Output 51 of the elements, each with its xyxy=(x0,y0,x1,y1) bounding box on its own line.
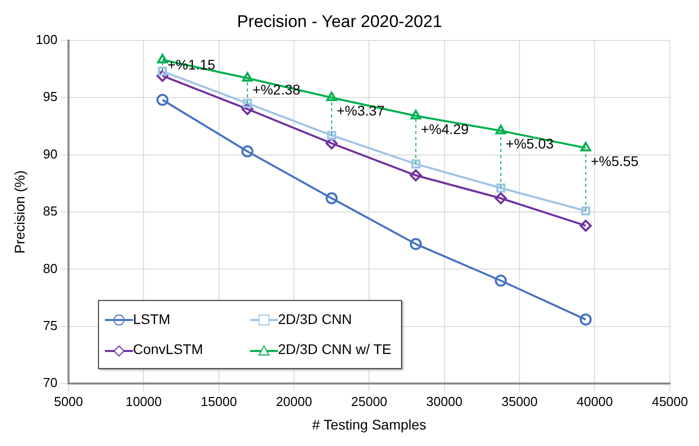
point xyxy=(242,72,253,82)
y-tick-label: 75 xyxy=(43,318,58,333)
y-tick-label: 95 xyxy=(43,89,58,104)
point xyxy=(410,238,422,250)
point xyxy=(410,169,422,182)
x-tick-label: 40000 xyxy=(576,394,613,409)
legend-label: LSTM xyxy=(133,311,170,327)
point xyxy=(157,54,168,64)
point xyxy=(494,192,507,204)
x-tick-label: 20000 xyxy=(276,394,312,409)
y-tick-label: 70 xyxy=(43,375,58,390)
legend-label: 2D/3D CNN xyxy=(278,311,352,327)
point xyxy=(580,220,592,232)
annotation: +%5.55 xyxy=(590,152,639,169)
legend-label: ConvLSTM xyxy=(133,341,204,358)
annotation: +%2.38 xyxy=(252,82,301,98)
annotation: +%3.37 xyxy=(336,102,385,118)
point xyxy=(241,145,254,158)
y-tick-label: 85 xyxy=(43,204,58,219)
y-axis-title: Precision (%) xyxy=(11,170,28,254)
legend-label: 2D/3D CNN w/ TE xyxy=(278,341,392,358)
point xyxy=(494,274,507,287)
x-tick-label: 15000 xyxy=(200,394,237,409)
point xyxy=(580,142,592,152)
y-tick-label: 100 xyxy=(36,32,58,47)
x-tick-label: 25000 xyxy=(351,394,388,409)
point xyxy=(495,124,506,134)
x-axis-title: # Testing Samples xyxy=(312,416,426,432)
point xyxy=(326,192,338,204)
y-tick-label: 80 xyxy=(43,260,58,276)
annotation: +%5.03 xyxy=(506,136,554,152)
point xyxy=(156,94,168,106)
point xyxy=(327,130,336,140)
x-tick-label: 35000 xyxy=(501,394,538,409)
point xyxy=(411,159,420,168)
x-tick-label: 10000 xyxy=(126,394,162,409)
point xyxy=(580,314,592,326)
chart-title: Precision - Year 2020-2021 xyxy=(236,12,442,31)
x-tick-label: 45000 xyxy=(652,394,688,409)
point xyxy=(496,183,506,193)
point xyxy=(581,206,590,216)
point xyxy=(410,110,422,120)
point xyxy=(156,70,168,82)
x-tick-label: 5000 xyxy=(54,394,83,409)
point xyxy=(241,103,254,116)
point xyxy=(242,98,252,108)
point xyxy=(326,137,338,150)
y-tick-label: 90 xyxy=(43,146,58,162)
annotation: +%4.29 xyxy=(420,120,469,137)
point xyxy=(326,92,337,102)
x-tick-label: 30000 xyxy=(426,394,462,409)
